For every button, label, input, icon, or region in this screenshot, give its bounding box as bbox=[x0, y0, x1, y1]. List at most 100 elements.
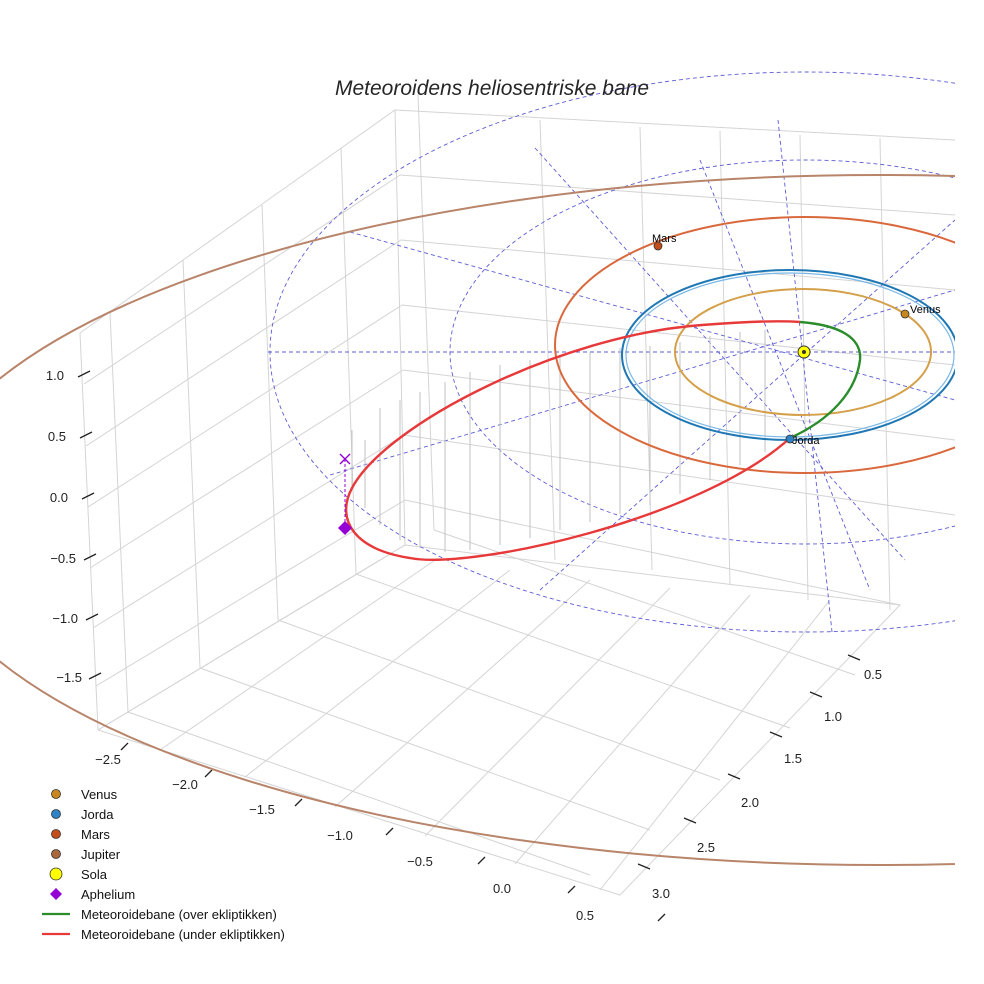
z-tick bbox=[79, 431, 93, 439]
grid-line bbox=[433, 529, 856, 676]
mars-point bbox=[653, 241, 663, 251]
legend-label: Jorda bbox=[81, 807, 114, 822]
y-tick-label: 1.5 bbox=[784, 751, 802, 766]
grid-line bbox=[879, 137, 891, 611]
jupiter-orbit bbox=[0, 174, 955, 866]
chart-title: Meteoroidens heliosentriske bane bbox=[335, 77, 649, 100]
legend-marker-mars bbox=[51, 829, 61, 839]
y-tick bbox=[769, 731, 783, 738]
legend-label: Aphelium bbox=[81, 887, 135, 902]
grid-line bbox=[182, 259, 201, 669]
floor-outline bbox=[97, 544, 902, 896]
x-tick-label: 0.0 bbox=[493, 881, 511, 896]
jorda-point bbox=[785, 434, 795, 444]
x-tick bbox=[120, 742, 129, 751]
y-tick-label: 3.0 bbox=[652, 886, 670, 901]
meteoroid-orbit-above bbox=[789, 320, 862, 440]
legend-label: Jupiter bbox=[81, 847, 121, 862]
mars-label: Mars bbox=[652, 233, 677, 245]
y-tick bbox=[683, 817, 697, 824]
jorda-label: Jorda bbox=[792, 435, 820, 447]
y-tick-labels: 0.5 1.0 1.5 2.0 2.5 3.0 bbox=[652, 667, 882, 901]
grid-line bbox=[599, 599, 831, 891]
axes-box bbox=[79, 93, 956, 896]
z-tick-label: −1.5 bbox=[56, 670, 82, 685]
z-tick bbox=[81, 492, 95, 500]
grid-line bbox=[340, 147, 357, 575]
grid-line bbox=[92, 434, 405, 629]
y-tick bbox=[809, 691, 823, 698]
x-tick-label: −1.5 bbox=[249, 802, 275, 817]
x-tick bbox=[385, 827, 394, 836]
legend-marker-sola bbox=[49, 867, 63, 881]
y-tick bbox=[847, 654, 861, 661]
pane-left-outline bbox=[79, 109, 406, 731]
grid-line bbox=[95, 499, 406, 687]
grid-line bbox=[394, 109, 956, 141]
x-tick-label: −0.5 bbox=[407, 854, 433, 869]
z-tick-label: −0.5 bbox=[50, 551, 76, 566]
x-tick-label: −1.0 bbox=[327, 828, 353, 843]
venus-orbit bbox=[674, 288, 932, 416]
grid-line bbox=[85, 239, 402, 447]
grid-line bbox=[719, 130, 731, 586]
y-tick bbox=[727, 773, 741, 780]
legend-label: Venus bbox=[81, 787, 118, 802]
grid-line bbox=[401, 304, 956, 366]
grid-line bbox=[89, 369, 404, 569]
x-tick bbox=[294, 798, 303, 807]
legend-label: Meteoroidebane (under ekliptikken) bbox=[81, 927, 285, 942]
legend-label: Meteoroidebane (over ekliptikken) bbox=[81, 907, 277, 922]
mars-orbit bbox=[554, 216, 955, 474]
grid-line bbox=[355, 573, 791, 729]
grid-line bbox=[109, 311, 129, 713]
y-tick-label: 0.5 bbox=[864, 667, 882, 682]
x-tick bbox=[657, 913, 666, 922]
projection-lines bbox=[351, 330, 766, 552]
legend-marker-aphelium bbox=[50, 888, 62, 900]
grid-line bbox=[399, 174, 956, 216]
grid-line bbox=[83, 174, 401, 385]
legend-marker-jupiter bbox=[51, 849, 61, 859]
x-tick-label: −2.5 bbox=[95, 752, 121, 767]
aphelion-marker bbox=[338, 453, 352, 535]
grid-line bbox=[514, 594, 751, 865]
grid-line bbox=[87, 304, 403, 508]
legend-marker-jorda bbox=[51, 809, 61, 819]
y-tick-label: 2.5 bbox=[697, 840, 715, 855]
z-tick bbox=[77, 370, 91, 378]
z-tick-label: 0.0 bbox=[50, 490, 68, 505]
venus-label: Venus bbox=[910, 304, 941, 316]
reference-spoke bbox=[329, 289, 955, 476]
meteoroid-orbit bbox=[344, 319, 862, 561]
grid-line bbox=[79, 332, 99, 731]
reference-spoke bbox=[777, 119, 833, 633]
grid-line bbox=[244, 569, 511, 778]
grid-line bbox=[400, 239, 956, 291]
y-tick-label: 1.0 bbox=[824, 709, 842, 724]
legend-marker-venus bbox=[51, 789, 61, 799]
x-tick-labels: −2.5 −2.0 −1.5 −1.0 −0.5 0.0 0.5 bbox=[95, 752, 594, 923]
x-tick bbox=[204, 769, 213, 778]
tick-marks bbox=[77, 370, 861, 922]
aphelion-cross bbox=[339, 453, 351, 465]
legend-label: Mars bbox=[81, 827, 110, 842]
grid-line bbox=[334, 579, 591, 808]
x-tick bbox=[477, 856, 486, 865]
grid-line bbox=[159, 559, 436, 751]
grid-line bbox=[261, 204, 279, 621]
z-tick-label: −1.0 bbox=[52, 611, 78, 626]
z-tick bbox=[85, 613, 99, 621]
reference-spoke bbox=[534, 147, 906, 561]
legend: Venus Jorda Mars Jupiter Sola Aphelium M… bbox=[42, 787, 285, 942]
z-tick-label: 1.0 bbox=[46, 368, 64, 383]
y-tick bbox=[637, 863, 651, 870]
grid-line bbox=[417, 93, 435, 531]
reference-spoke bbox=[699, 159, 871, 591]
grid-line bbox=[424, 587, 671, 837]
z-tick bbox=[83, 553, 97, 561]
sun-center bbox=[802, 350, 806, 354]
planets: Mars Venus Jorda bbox=[652, 233, 941, 447]
aphelion-diamond bbox=[338, 521, 352, 535]
